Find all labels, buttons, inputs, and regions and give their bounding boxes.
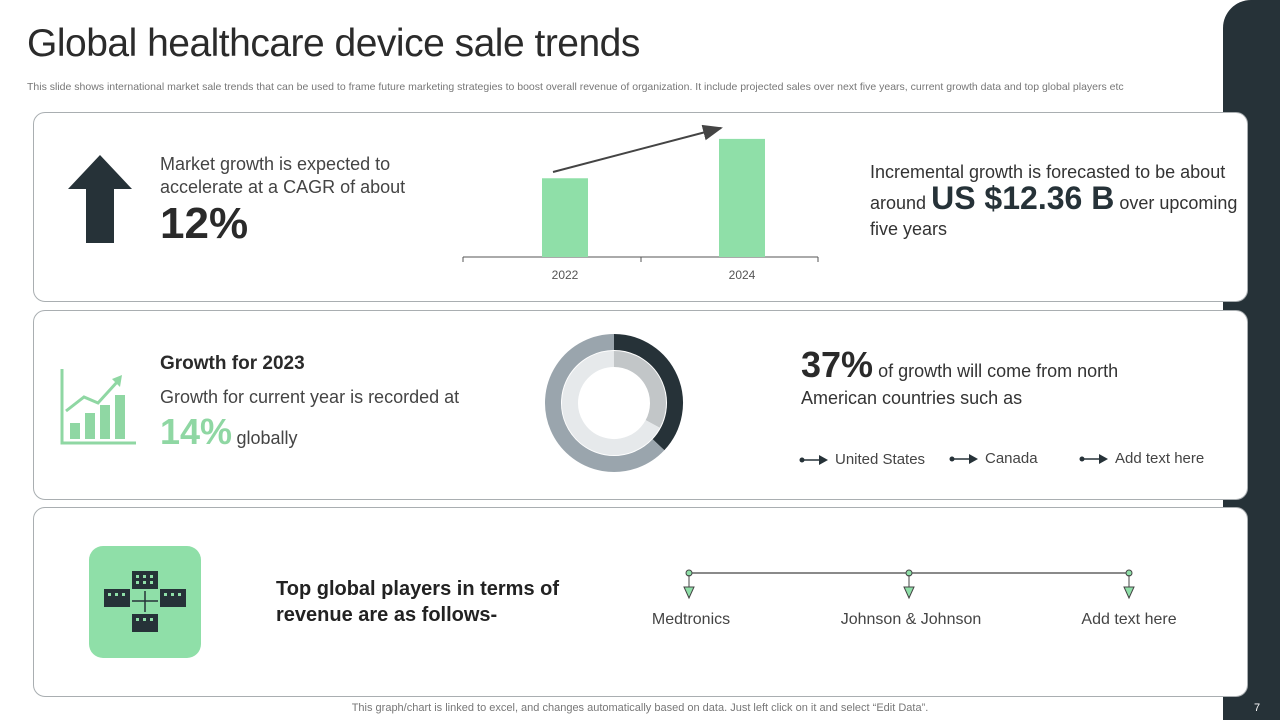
player-label: Medtronics: [651, 611, 731, 628]
cagr-percent: 12%: [160, 199, 249, 248]
trend-arrow: [552, 124, 723, 173]
slide-title: Global healthcare device sale trends: [27, 22, 640, 65]
donut-inner-segment-0: [613, 351, 666, 428]
tick-label-2024: 2024: [729, 268, 756, 282]
country-label: United States: [835, 451, 926, 468]
country-item: United States: [799, 451, 925, 468]
incremental-amount: US $12.36 B: [931, 180, 1115, 216]
player-label: Johnson & Johnson: [840, 611, 982, 628]
growth-donut-chart: [545, 334, 683, 472]
incremental-growth-text: Incremental growth is forecasted to be a…: [870, 159, 1240, 242]
timeline-marker: [903, 569, 915, 600]
arrow-bullet-icon: [949, 453, 978, 464]
incremental-prefix: Incremental growth is forecasted to be a…: [870, 162, 1226, 213]
players-timeline: [683, 569, 1135, 600]
incremental-suffix: over upcoming five years: [870, 193, 1238, 239]
timeline-marker: [1123, 569, 1135, 600]
up-arrow-icon: [68, 155, 132, 243]
country-label: Canada: [985, 450, 1038, 467]
country-item: Add text here: [1079, 450, 1204, 467]
donut-outer-segment-0: [613, 334, 683, 451]
market-growth-panel: Market growth is expected to accelerate …: [33, 112, 1248, 302]
slide-subtitle: This slide shows international market sa…: [27, 81, 1124, 93]
country-item: Canada: [949, 450, 1038, 467]
growth-2023-panel: Growth for 2023 Growth for current year …: [33, 310, 1248, 500]
buildings-network-icon: [104, 571, 186, 632]
north-america-percent: 37%: [801, 344, 874, 385]
bar-2022: [542, 178, 588, 257]
arrow-bullet-icon: [799, 454, 828, 465]
top-players-heading: Top global players in terms of revenue a…: [276, 578, 560, 626]
buildings-icon-tile: [89, 546, 201, 658]
cagr-text: Market growth is expected to accelerate …: [160, 154, 406, 197]
north-america-text-2: American countries such as: [801, 388, 1023, 408]
growth-percent-line: 14% globally: [160, 411, 298, 453]
growth-2023-heading: Growth for 2023: [160, 353, 305, 374]
bar-2024: [719, 138, 765, 257]
growth-current-year-text: Growth for current year is recorded at: [160, 387, 460, 407]
growth-percent-suffix: globally: [236, 428, 298, 448]
sales-bar-chart: 2022 2024: [462, 124, 819, 282]
north-america-text-1: of growth will come from north: [878, 361, 1119, 381]
tick-label-2022: 2022: [552, 268, 579, 282]
footer-note: This graph/chart is linked to excel, and…: [351, 702, 929, 714]
donut-inner-segment-1: [562, 351, 660, 455]
timeline-marker: [683, 569, 695, 600]
donut-outer-segment-1: [545, 334, 665, 472]
growth-percent: 14%: [160, 411, 233, 452]
player-label: Add text here: [1081, 611, 1177, 628]
country-label: Add text here: [1115, 450, 1205, 467]
north-america-growth-text: 37% of growth will come from north Ameri…: [801, 347, 1161, 412]
page-number: 7: [1254, 702, 1261, 714]
top-players-panel: Top global players in terms of revenue a…: [33, 507, 1248, 697]
growth-chart-icon: [60, 369, 136, 445]
arrow-bullet-icon: [1079, 453, 1108, 464]
